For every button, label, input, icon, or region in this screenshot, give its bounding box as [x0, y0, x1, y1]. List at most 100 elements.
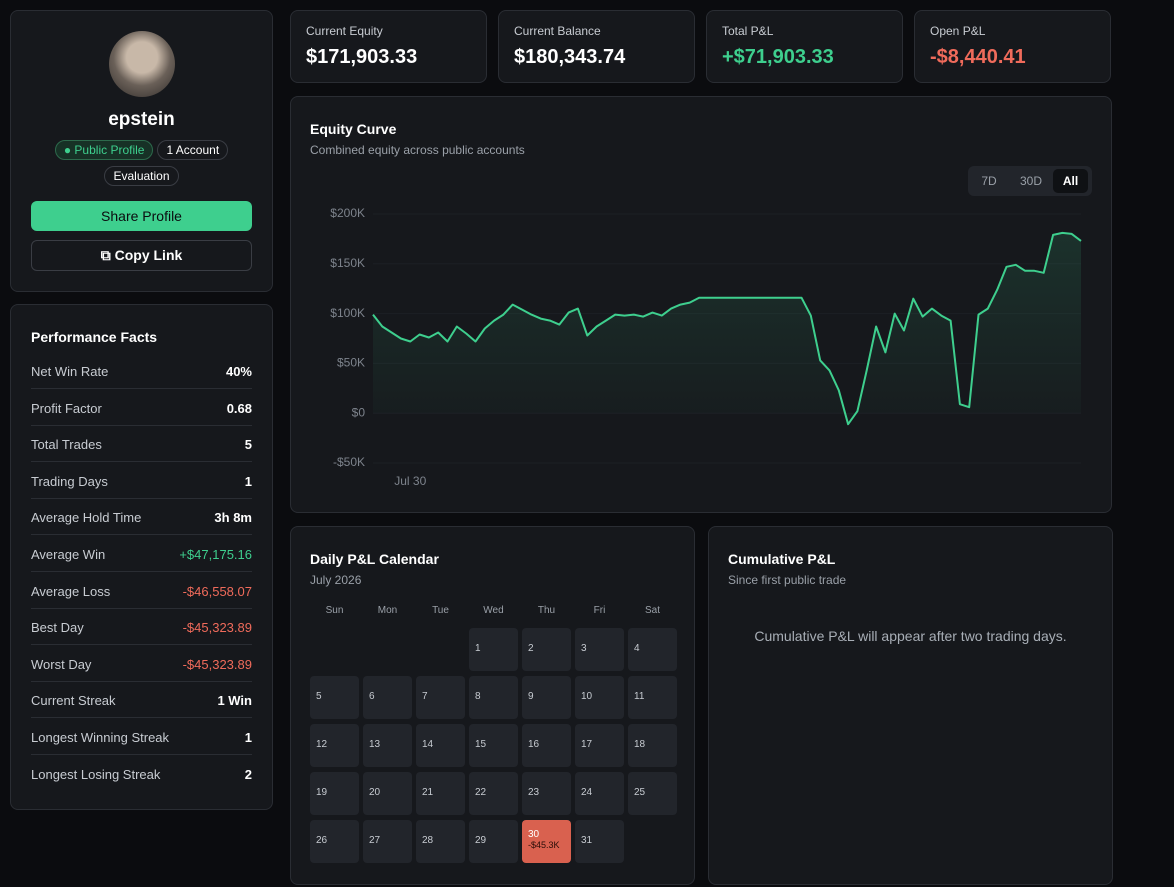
chart-title: Equity Curve [310, 121, 397, 137]
day-cell: 30 -$45.3K [522, 820, 571, 863]
x-tick-label: Jul 30 [394, 474, 426, 488]
badge: 1 Account [157, 140, 229, 160]
calendar-card: Daily P&L Calendar July 2026 Sun Mon Tue We… [290, 526, 695, 885]
stat-label: Open P&L [930, 24, 986, 38]
stat-label: Current Balance [514, 24, 601, 38]
stat-card: Open P&L -$8,440.41 [914, 10, 1111, 83]
performance-card: Performance Facts Net Win Rate 40% Profit … [10, 304, 273, 810]
day-cell: 21 [416, 772, 465, 815]
fact-row: Average Win +$47,175.16 [31, 536, 252, 572]
day-cell: 16 [522, 724, 571, 767]
day-cell: 23 [522, 772, 571, 815]
fact-value: 1 [244, 730, 252, 745]
day-cell: 29 [469, 820, 518, 863]
day-cell: 13 [363, 724, 412, 767]
fact-row: Average Hold Time 3h 8m [31, 499, 252, 536]
equity-line [372, 231, 1082, 426]
fact-value: 1 [244, 473, 252, 489]
fact-value: 2 [244, 766, 252, 782]
stat-label: Current Equity [306, 24, 383, 38]
day-cell: 22 [469, 772, 518, 815]
y-tick-label: $200K [330, 206, 365, 220]
fact-row: Best Day -$45,323.89 [31, 609, 252, 646]
y-tick-label: $50K [337, 356, 365, 370]
fact-row: Worst Day -$45,323.89 [31, 646, 252, 682]
day-cell: 2 [522, 628, 571, 671]
fact-value: 5 [244, 437, 252, 453]
stat-card: Current Balance $180,343.74 [498, 10, 695, 83]
range-button[interactable]: 7D [981, 174, 997, 188]
fact-label: Total Trades [31, 437, 102, 453]
equity-card: Equity Curve Combined equity across publ… [290, 96, 1112, 513]
badge-text: Public Profile [74, 143, 145, 157]
day-cell: 27 [363, 820, 412, 863]
fact-row: Net Win Rate 40% [31, 353, 252, 389]
fact-value: 3h 8m [214, 510, 252, 526]
fact-row: Trading Days 1 [31, 463, 252, 499]
fact-value: -$46,558.07 [182, 583, 252, 599]
stat-value: $171,903.33 [306, 46, 418, 68]
badge: Evaluation [104, 166, 179, 186]
y-tick-label: $100K [330, 306, 365, 320]
fact-value: 1 Win [217, 693, 252, 709]
day-cell: 31 [575, 820, 624, 863]
day-cell: 7 [416, 676, 465, 719]
calendar-month: July 2026 [310, 573, 362, 587]
fact-label: Best Day [31, 620, 84, 636]
range-selector: 7D 30D All [968, 166, 1092, 196]
day-cell: 8 [469, 676, 518, 719]
badges: ● Public Profile 1 Account [11, 140, 272, 160]
day-cell: 4 [628, 628, 677, 671]
fact-value: -$45,323.89 [182, 656, 252, 672]
day-cell: 12 [310, 724, 359, 767]
badge: ● Public Profile [54, 140, 154, 160]
weekday: Thu [537, 605, 556, 616]
y-tick-label: $0 [352, 405, 366, 419]
equity-chart: $200K $150K $100K $50K $0 -$50K Jul 30 [330, 206, 1082, 488]
share-button[interactable]: Share Profile [31, 201, 252, 231]
copy-text: Copy Link [114, 247, 183, 263]
weekday: Tue [432, 605, 449, 616]
day-cell: 17 [575, 724, 624, 767]
fact-label: Average Win [31, 547, 106, 562]
day-cell: 24 [575, 772, 624, 815]
stat-label: Total P&L [722, 24, 774, 38]
fact-row: Longest Winning Streak 1 [31, 719, 252, 755]
stat-value: +$71,903.33 [722, 46, 834, 68]
y-tick-label: $150K [330, 256, 365, 270]
day-cell: 25 [628, 772, 677, 815]
day-cell: 19 [310, 772, 359, 815]
fact-value: 0.68 [226, 400, 252, 416]
fact-label: Trading Days [31, 473, 108, 489]
day-cell: 11 [628, 676, 677, 719]
day-cell: 10 [575, 676, 624, 719]
stat-card: Total P&L +$71,903.33 [706, 10, 903, 83]
day-cell: 3 [575, 628, 624, 671]
day-cell: 1 [469, 628, 518, 671]
day-cell: 14 [416, 724, 465, 767]
weekday: Sat [644, 605, 660, 616]
day-cell: 5 [310, 676, 359, 719]
day-cell: 20 [363, 772, 412, 815]
range-button[interactable]: All [1053, 169, 1088, 193]
fact-label: Worst Day [31, 656, 92, 672]
fact-label: Longest Losing Streak [31, 766, 161, 782]
fact-label: Net Win Rate [31, 364, 109, 379]
fact-label: Average Loss [31, 583, 111, 599]
day-cell: 26 [310, 820, 359, 863]
fact-value: +$47,175.16 [179, 547, 252, 562]
copy-button[interactable]: ⧉ Copy Link [31, 240, 252, 271]
calendar-title: Daily P&L Calendar [310, 551, 439, 567]
fact-row: Total Trades 5 [31, 426, 252, 463]
day-cell: 18 [628, 724, 677, 767]
stat-card: Current Equity $171,903.33 [290, 10, 487, 83]
fact-row: Average Loss -$46,558.07 [31, 573, 252, 609]
weekday: Fri [593, 605, 606, 616]
range-button[interactable]: 30D [1019, 174, 1042, 188]
fact-row: Longest Losing Streak 2 [31, 756, 252, 792]
fact-value: -$45,323.89 [182, 620, 252, 636]
fact-label: Longest Winning Streak [31, 730, 170, 745]
stat-value: $180,343.74 [514, 46, 626, 68]
fact-row: Profit Factor 0.68 [31, 390, 252, 426]
avatar [109, 31, 175, 97]
